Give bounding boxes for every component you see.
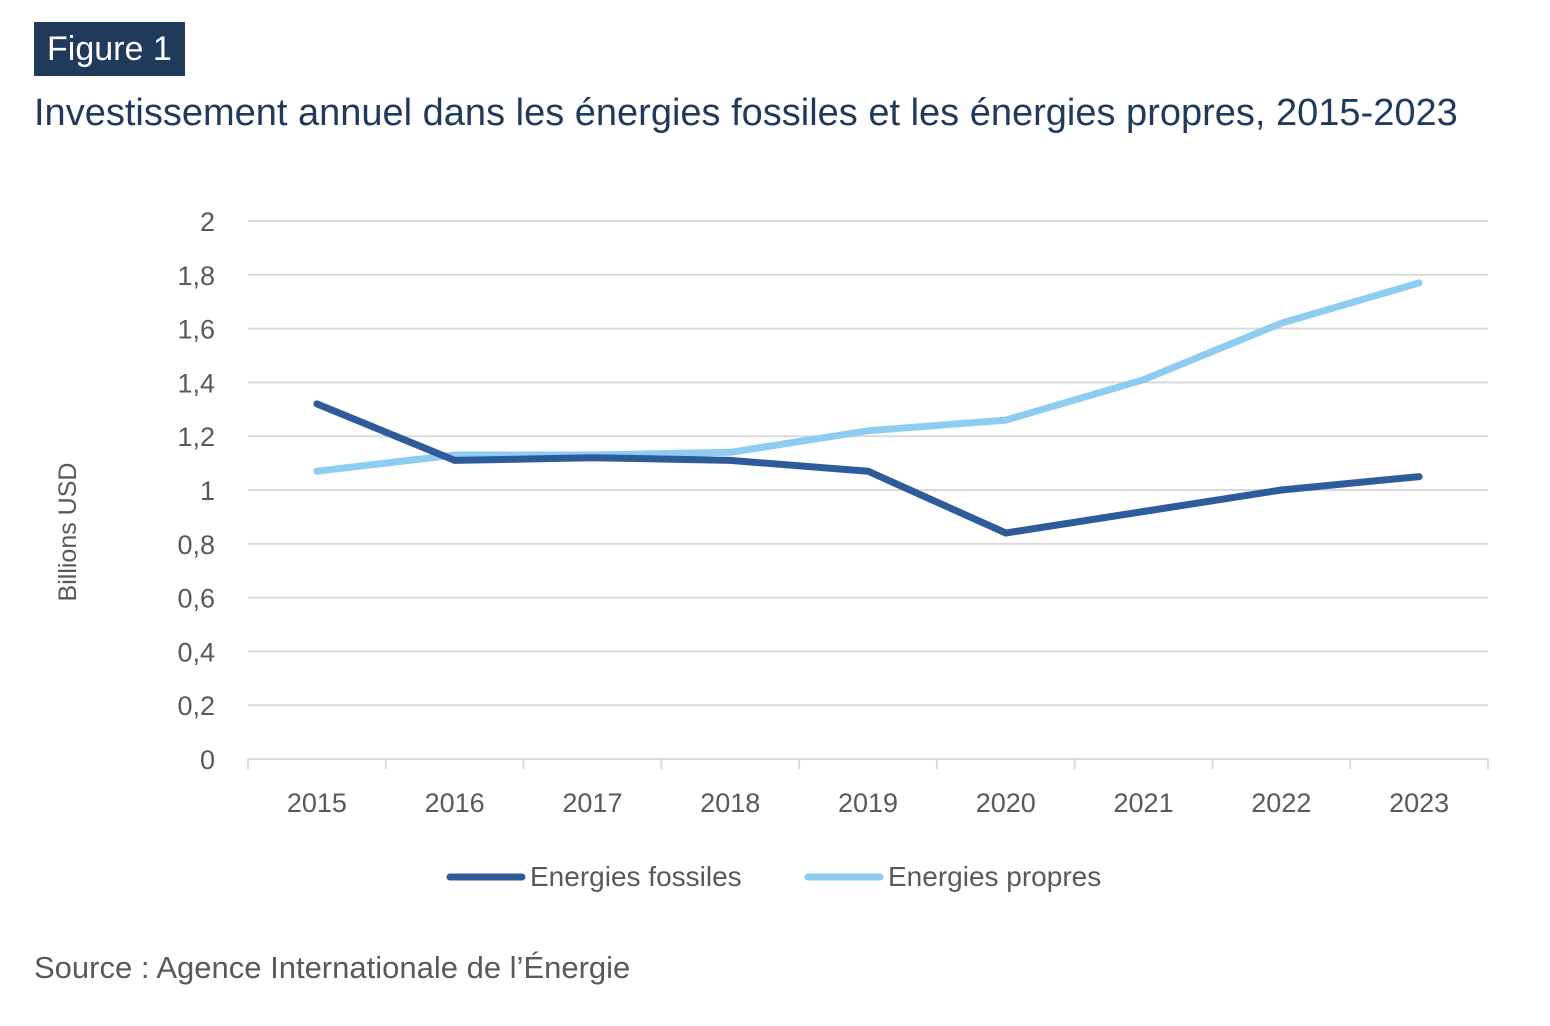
legend-label: Energies fossiles [530,861,742,892]
x-tick-label: 2019 [838,788,898,818]
source-note: Source : Agence Internationale de l’Éner… [34,950,631,985]
y-tick-label: 0,6 [177,584,215,614]
figure-title: Investissement annuel dans les énergies … [34,92,1458,134]
y-tick-label: 1,6 [177,315,215,345]
y-tick-label: 1,8 [177,261,215,291]
y-tick-label: 0 [200,745,215,775]
x-tick-label: 2017 [562,788,622,818]
y-tick-labels: 0 0,2 0,4 0,6 0,8 1 1,2 1,4 1,6 1,8 2 [177,207,215,775]
figure-label: Figure 1 [34,22,185,76]
legend: Energies fossiles Energies propres [446,861,1101,892]
y-tick-label: 0,8 [177,530,215,560]
x-tick-label: 2021 [1114,788,1174,818]
x-tick-label: 2018 [700,788,760,818]
series-line-fossiles [313,400,1423,537]
x-tick-label: 2015 [287,788,347,818]
x-tick-label: 2023 [1389,788,1449,818]
y-tick-label: 2 [200,207,215,237]
series-line-propres [313,279,1423,475]
legend-label: Energies propres [888,861,1101,892]
y-tick-label: 1 [200,476,215,506]
y-tick-label: 0,2 [177,691,215,721]
x-tick-label: 2016 [425,788,485,818]
y-axis-label: Billions USD [54,463,82,602]
series-lines [313,279,1423,537]
x-tick-label: 2020 [976,788,1036,818]
x-axis [247,758,1489,769]
y-tick-label: 1,2 [177,422,215,452]
grid-lines [248,220,1488,707]
x-tick-label: 2022 [1251,788,1311,818]
y-tick-label: 0,4 [177,637,215,667]
x-tick-labels: 2015 2016 2017 2018 2019 2020 2021 2022 2023 [287,788,1449,818]
y-tick-label: 1,4 [177,368,215,398]
